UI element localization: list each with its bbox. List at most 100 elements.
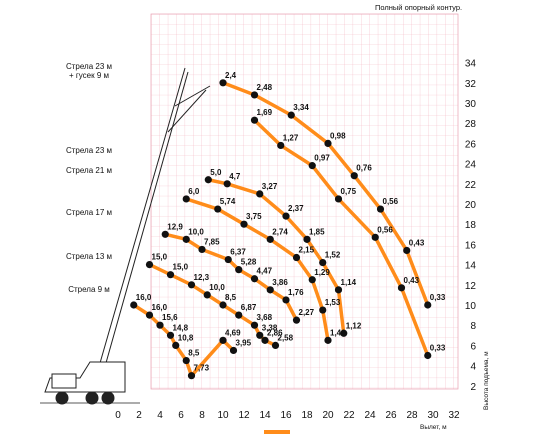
y-tick-label: 26 — [465, 139, 477, 150]
data-point — [277, 141, 285, 150]
series-6: 16,016,015,614,810,88,57,734,693,95 — [130, 293, 252, 380]
data-label: 1,41 — [330, 328, 346, 337]
data-point — [219, 79, 227, 87]
x-tick-label: 0 — [115, 410, 121, 421]
data-label: 0,43 — [404, 276, 420, 285]
data-point — [235, 266, 243, 274]
data-label: 0,97 — [314, 154, 330, 163]
data-label: 0,98 — [330, 131, 346, 140]
data-point — [161, 230, 169, 238]
data-point — [334, 286, 343, 294]
data-point — [166, 331, 175, 339]
data-point — [235, 311, 243, 319]
data-point — [203, 291, 211, 299]
data-point — [250, 91, 259, 99]
data-label: 15,0 — [152, 253, 168, 262]
x-tick-label: 32 — [448, 410, 460, 421]
data-label: 0,33 — [430, 344, 446, 353]
data-label: 1,29 — [314, 268, 330, 277]
boom-label-21: Стрела 21 м — [65, 166, 113, 175]
data-label: 2,37 — [288, 204, 304, 213]
data-label: 0,75 — [341, 187, 357, 196]
data-label: 4,7 — [229, 172, 241, 181]
data-label: 14,8 — [173, 323, 189, 332]
data-label: 3,38 — [262, 323, 278, 332]
data-label: 1,69 — [257, 108, 273, 117]
y-tick-label: 16 — [465, 240, 477, 251]
x-tick-label: 20 — [322, 410, 334, 421]
legend-swatch — [264, 430, 290, 434]
data-point — [187, 372, 196, 380]
data-point — [156, 321, 164, 329]
x-axis-label: Вылет, м — [420, 424, 447, 431]
y-tick-label: 24 — [465, 160, 477, 171]
data-point — [266, 235, 274, 243]
data-point — [198, 245, 206, 254]
data-label: 2,15 — [299, 246, 315, 255]
data-label: 3,95 — [236, 338, 252, 347]
data-point — [250, 275, 259, 283]
data-label: 2,4 — [225, 71, 237, 80]
x-axis: 0 2 4 6 8 10 12 14 16 18 20 22 24 26 28 30 32 — [115, 410, 460, 421]
x-tick-label: 22 — [343, 410, 355, 421]
data-label: 1,76 — [288, 288, 304, 297]
x-tick-label: 16 — [280, 410, 292, 421]
data-point — [166, 271, 175, 279]
x-tick-label: 6 — [178, 410, 184, 421]
series-3: 6,0 5,74 3,75 2,74 2,15 1,29 1,53 1,41 — [182, 187, 346, 344]
series-0: 2,4 2,48 3,34 0,98 0,76 0,56 0,43 0,33 — [219, 71, 446, 309]
series-line — [207, 178, 346, 334]
data-label: 7,85 — [204, 237, 220, 246]
data-label: 6,37 — [230, 248, 246, 257]
data-point — [145, 311, 154, 319]
data-label: 2,58 — [278, 333, 294, 342]
data-label: 0,33 — [430, 293, 446, 302]
data-label: 3,68 — [257, 313, 273, 322]
data-label: 1,14 — [341, 278, 357, 287]
chart-title: Полный опорный контур. — [375, 3, 463, 12]
y-tick-label: 34 — [465, 59, 477, 70]
data-point — [340, 329, 348, 337]
data-point — [214, 205, 222, 213]
plot-grid — [150, 13, 459, 390]
y-tick-label: 4 — [470, 362, 476, 373]
data-point — [266, 286, 274, 294]
data-point — [250, 321, 259, 329]
data-point — [282, 296, 290, 304]
series-line — [148, 263, 277, 347]
data-label: 3,86 — [272, 278, 288, 287]
data-point — [397, 284, 406, 292]
x-tick-label: 8 — [199, 410, 205, 421]
data-label: 10,8 — [178, 333, 194, 342]
data-point — [376, 205, 385, 213]
y-tick-label: 8 — [470, 321, 476, 332]
data-label: 0,56 — [383, 197, 399, 206]
data-point — [282, 212, 290, 220]
data-point — [303, 235, 311, 243]
x-tick-label: 10 — [217, 410, 229, 421]
data-label: 8,5 — [225, 293, 237, 302]
data-point — [145, 261, 154, 269]
x-tick-label: 2 — [136, 410, 142, 421]
data-label: 7,73 — [194, 364, 210, 373]
data-point — [219, 301, 227, 309]
data-label: 0,76 — [356, 164, 372, 173]
data-point — [219, 336, 227, 344]
y-tick-label: 22 — [465, 180, 477, 191]
data-label: 0,43 — [409, 238, 425, 247]
data-point — [308, 276, 316, 284]
series-5: 15,0 15,0 12,310,08,5 6,873,683,382,862,58 — [145, 253, 294, 349]
series-line — [185, 197, 330, 341]
x-tick-label: 14 — [259, 410, 271, 421]
x-tick-label: 4 — [157, 410, 163, 421]
data-point — [250, 116, 259, 124]
data-point — [287, 111, 295, 119]
data-label: 2,86 — [267, 328, 283, 337]
data-label: 8,5 — [188, 349, 200, 358]
y-tick-label: 32 — [465, 79, 477, 90]
data-label: 2,74 — [272, 227, 288, 236]
data-label: 2,48 — [257, 83, 273, 92]
boom-label-23: Стрела 23 м — [65, 146, 113, 155]
y-tick-label: 14 — [465, 261, 477, 272]
